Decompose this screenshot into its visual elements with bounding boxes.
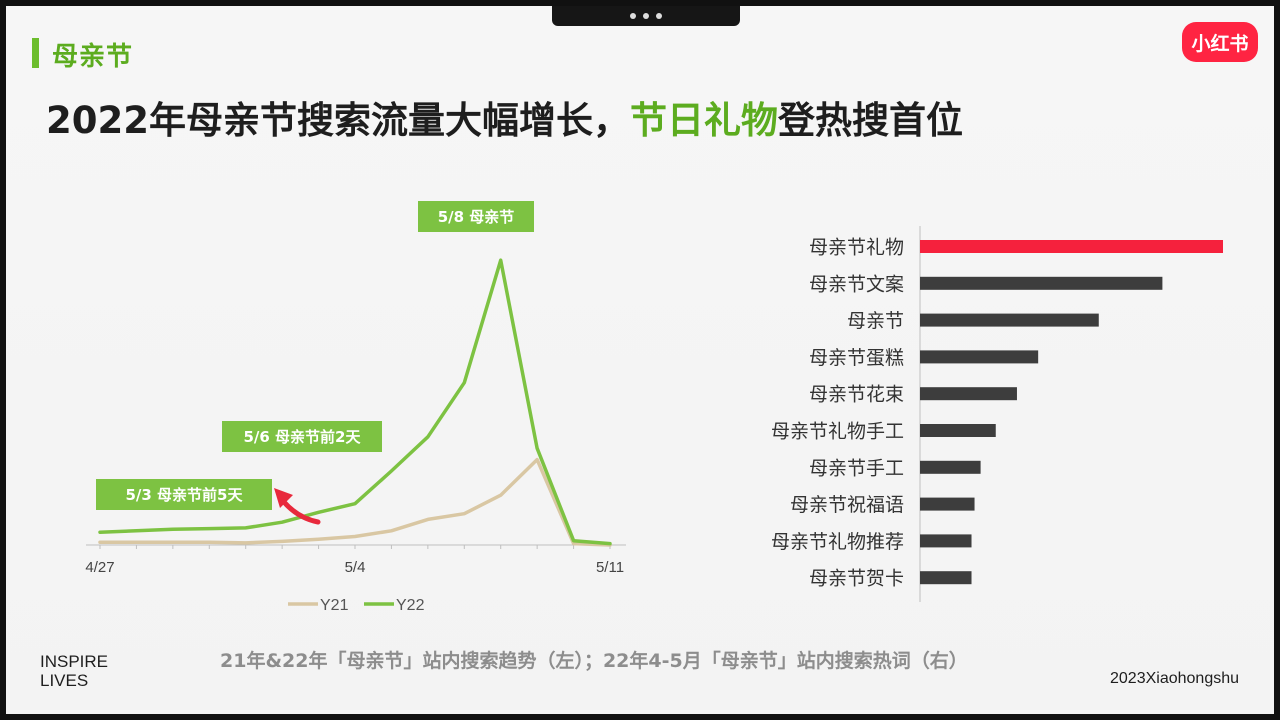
bar (920, 571, 972, 585)
brand-tagline: INSPIRE LIVES (40, 652, 108, 690)
headline-part2: 登热搜首位 (777, 99, 963, 142)
annotation-box (222, 421, 382, 452)
category-label: 母亲节蛋糕 (809, 347, 904, 369)
x-tick-label: 5/11 (596, 559, 624, 576)
search-trend-line-chart: 4/27 5/4 5/11 Y21 Y22 5/8 母亲节 5/6 母亲节前2天 5/3 母亲… (85, 201, 626, 614)
bar (920, 387, 1017, 401)
bar (920, 534, 972, 548)
annotation-label: 5/8 母亲节 (438, 208, 515, 226)
footer-copyright: 2023Xiaohongshu (1110, 670, 1240, 687)
category-label: 母亲节祝福语 (790, 494, 904, 516)
category-label: 母亲节礼物手工 (771, 421, 904, 443)
x-tick-label: 4/27 (85, 559, 114, 576)
headline: 2022年母亲节搜索流量大幅增长，节日礼物登热搜首位 (46, 90, 963, 144)
annotation-box (418, 201, 534, 232)
annotation-label: 5/6 母亲节前2天 (243, 428, 361, 446)
dot-icon (643, 13, 649, 19)
section-accent-bar (32, 38, 39, 68)
x-tick-label: 5/4 (345, 559, 366, 576)
bar (920, 424, 996, 437)
series-line-y21 (98, 457, 612, 547)
dot-icon (630, 13, 636, 19)
category-label: 母亲节文案 (809, 273, 904, 295)
legend-label: Y22 (396, 597, 425, 614)
bar (920, 240, 1223, 253)
tagline-line1: INSPIRE (40, 652, 109, 671)
bar (920, 460, 981, 474)
headline-highlight: 节日礼物 (629, 99, 778, 142)
series-line-y22 (98, 258, 612, 546)
category-label: 母亲节手工 (809, 457, 904, 479)
arrow-head-icon (274, 488, 293, 508)
chart-caption: 21年&22年「母亲节」站内搜索趋势（左）；22年4-5月「母亲节」站内搜索热词… (220, 650, 968, 672)
category-label: 母亲节礼物 (809, 237, 904, 259)
bar (920, 350, 1039, 364)
window-handle[interactable] (552, 6, 740, 26)
slide: 母亲节 小红书 2022年母亲节搜索流量大幅增长，节日礼物登热搜首位 4/27 5… (6, 6, 1274, 714)
annotation-box (96, 479, 272, 510)
hot-search-bar-chart: 母亲节礼物母亲节文案母亲节母亲节蛋糕母亲节花束母亲节礼物手工母亲节手工母亲节祝福… (771, 226, 1223, 602)
headline-part1: 2022年母亲节搜索流量大幅增长， (46, 99, 630, 142)
section-title: 母亲节 (52, 42, 134, 72)
category-label: 母亲节贺卡 (809, 568, 904, 590)
category-label: 母亲节 (847, 310, 904, 332)
bar (920, 497, 975, 511)
bar (920, 276, 1163, 290)
dot-icon (656, 13, 662, 19)
xiaohongshu-logo: 小红书 (1182, 22, 1258, 62)
category-label: 母亲节花束 (809, 384, 904, 406)
category-label: 母亲节礼物推荐 (771, 531, 904, 553)
legend-label: Y21 (320, 597, 349, 614)
tagline-line2: LIVES (40, 671, 89, 690)
bar (920, 313, 1099, 327)
annotation-label: 5/3 母亲节前5天 (125, 486, 243, 504)
arrow-shaft (281, 499, 321, 525)
